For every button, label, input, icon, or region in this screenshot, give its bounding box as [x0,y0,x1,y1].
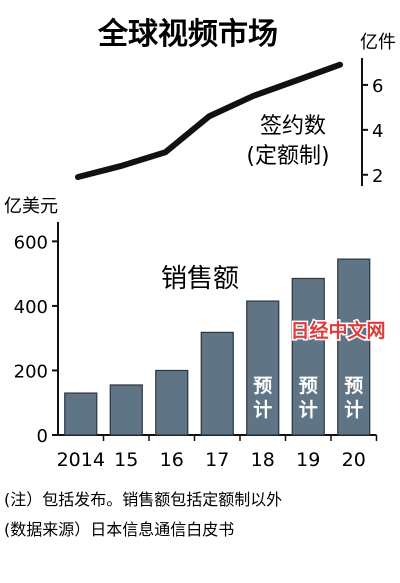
forecast-label: 计 [344,399,363,421]
bar-x-tick-label: 15 [114,449,138,471]
subscriptions-chart: 亿件 2 4 6 签约数 (定额制) [75,32,396,187]
line-unit-label: 亿件 [360,32,396,53]
sales-bar [109,384,143,436]
sales-bar [155,369,189,436]
bar-unit-label: 亿美元 [4,196,58,217]
sales-bar [64,392,98,436]
forecast-label: 计 [253,399,272,421]
forecast-label: 预 [253,375,272,397]
sales-bar [291,277,325,436]
source-note: (数据来源）日本信息通信白皮书 [4,520,234,539]
subscriptions-line [75,61,343,180]
line-series-sublabel: (定额制) [246,144,329,169]
bar-x-tick-label: 2014 [57,449,105,471]
sales-bar [200,331,234,436]
bar-x-tick-label: 19 [296,449,320,471]
bar-x-tick-label: 18 [251,449,275,471]
footnote: (注）包括发布。销售额包括定额制以外 [4,490,282,509]
forecast-label: 预 [299,375,318,397]
bar-x-tick-label: 17 [205,449,229,471]
line-y-tick-label: 4 [372,121,383,142]
sales-bar [246,300,280,436]
watermark: 日经中文网 [290,319,385,342]
forecast-label: 预 [344,375,363,397]
bar-y-tick-label: 200 [14,361,48,382]
bar-series-label: 销售额 [161,264,239,294]
bar-y-tick-label: 400 [14,297,48,318]
line-y-tick-label: 6 [372,76,383,97]
line-y-tick-label: 2 [372,166,383,187]
chart-title: 全球视频市场 [97,17,278,52]
sales-bar [337,258,371,436]
bar-x-tick-label: 20 [342,449,366,471]
bar-y-tick-label: 600 [14,232,48,253]
bar-x-tick-label: 16 [160,449,184,471]
forecast-label: 计 [299,399,318,421]
bar-y-tick-label: 0 [37,426,48,447]
line-series-label: 签约数 [260,114,326,139]
